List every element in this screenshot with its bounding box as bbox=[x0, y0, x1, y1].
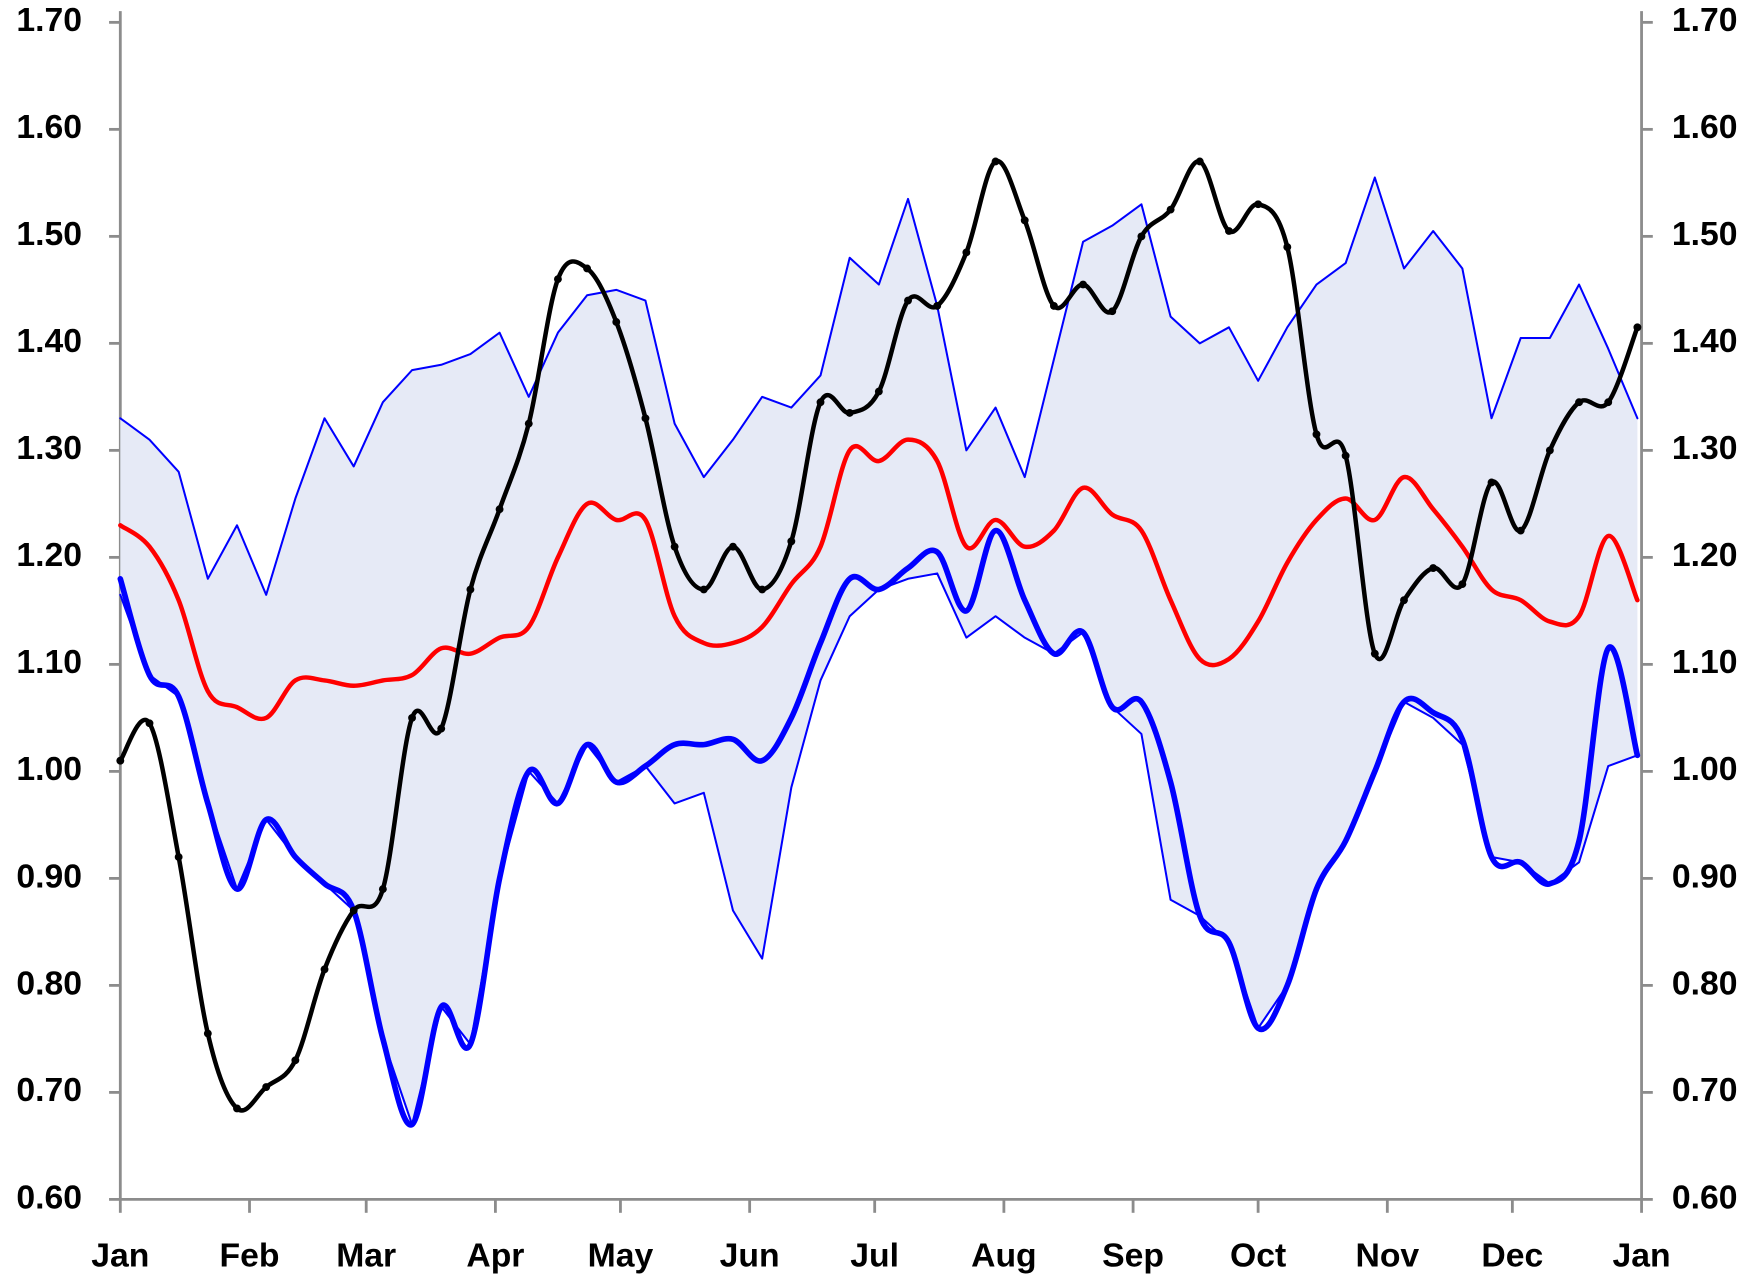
point-marker bbox=[1370, 649, 1379, 658]
point-marker bbox=[1545, 446, 1554, 455]
y-tick-label: 1.70 bbox=[16, 2, 82, 39]
x-tick-label: Aug bbox=[971, 1237, 1037, 1274]
y-tick-label: 1.40 bbox=[16, 323, 82, 360]
y-tick-label: 0.90 bbox=[16, 858, 82, 895]
point-marker bbox=[787, 537, 796, 546]
point-marker bbox=[437, 724, 446, 733]
y2-tick-label: 1.70 bbox=[1672, 2, 1738, 39]
series-line bbox=[119, 176, 1639, 596]
point-marker bbox=[583, 264, 592, 273]
point-marker bbox=[845, 409, 854, 417]
point-marker bbox=[1079, 280, 1088, 289]
point-marker bbox=[291, 1056, 300, 1065]
point-marker bbox=[729, 542, 737, 551]
point-marker bbox=[1312, 430, 1321, 439]
y-tick-label: 1.20 bbox=[16, 537, 82, 574]
point-marker bbox=[1283, 243, 1292, 251]
point-marker bbox=[1225, 227, 1233, 235]
band-fill bbox=[120, 177, 1638, 1125]
point-marker bbox=[1633, 323, 1642, 332]
point-marker bbox=[933, 302, 942, 310]
point-marker bbox=[1195, 157, 1204, 166]
point-marker bbox=[1458, 580, 1467, 589]
y-tick-label: 1.50 bbox=[16, 216, 82, 253]
point-marker bbox=[1341, 451, 1350, 460]
point-marker bbox=[495, 505, 504, 514]
point-marker bbox=[262, 1083, 271, 1091]
y-tick-label: 0.70 bbox=[16, 1072, 82, 1109]
point-marker bbox=[349, 906, 358, 915]
y2-tick-label: 1.40 bbox=[1672, 323, 1738, 360]
x-tick-label: Jan bbox=[1613, 1237, 1671, 1274]
y-tick-label: 0.60 bbox=[16, 1179, 82, 1216]
x-tick-label: Nov bbox=[1355, 1237, 1419, 1274]
y-tick-label: 1.00 bbox=[16, 751, 82, 788]
y2-tick-label: 0.80 bbox=[1672, 965, 1738, 1002]
point-marker bbox=[612, 318, 621, 326]
point-marker bbox=[641, 414, 650, 423]
point-marker bbox=[553, 275, 562, 284]
y2-tick-label: 0.90 bbox=[1672, 858, 1738, 895]
y-tick-label: 1.10 bbox=[16, 644, 82, 681]
point-marker bbox=[874, 387, 883, 396]
point-marker bbox=[962, 248, 971, 257]
point-marker bbox=[320, 965, 329, 974]
point-marker bbox=[116, 756, 125, 765]
point-marker bbox=[1429, 564, 1438, 572]
x-tick-label: Apr bbox=[466, 1237, 524, 1274]
y-tick-label: 1.30 bbox=[16, 430, 82, 467]
y2-tick-label: 0.60 bbox=[1672, 1179, 1738, 1216]
point-marker bbox=[1137, 232, 1146, 241]
point-marker bbox=[1254, 200, 1263, 209]
x-tick-label: Feb bbox=[220, 1237, 280, 1274]
point-marker bbox=[145, 719, 154, 728]
point-marker bbox=[1400, 596, 1408, 605]
y2-tick-label: 1.50 bbox=[1672, 216, 1738, 253]
y-tick-label: 0.80 bbox=[16, 965, 82, 1002]
x-tick-label: Sep bbox=[1102, 1237, 1164, 1274]
x-tick-label: Jan bbox=[91, 1237, 149, 1274]
point-marker bbox=[670, 542, 679, 551]
point-marker bbox=[378, 885, 387, 894]
y2-tick-label: 1.60 bbox=[1672, 109, 1738, 146]
point-marker bbox=[1049, 302, 1058, 310]
point-marker bbox=[1108, 307, 1117, 316]
x-tick-label: Mar bbox=[336, 1237, 396, 1274]
x-tick-label: Jun bbox=[720, 1237, 780, 1274]
series-line bbox=[117, 527, 1641, 1128]
point-marker bbox=[174, 853, 183, 861]
y2-tick-label: 1.30 bbox=[1672, 430, 1738, 467]
point-marker bbox=[1020, 216, 1029, 225]
point-marker bbox=[1166, 205, 1175, 214]
point-marker bbox=[466, 585, 475, 594]
x-tick-label: Oct bbox=[1230, 1237, 1286, 1274]
point-marker bbox=[991, 157, 1000, 166]
point-marker bbox=[233, 1104, 241, 1113]
point-marker bbox=[524, 419, 533, 428]
point-marker bbox=[1575, 398, 1583, 407]
y2-tick-label: 1.00 bbox=[1672, 751, 1738, 788]
y2-tick-label: 1.20 bbox=[1672, 537, 1738, 574]
point-marker bbox=[816, 398, 825, 407]
x-tick-label: May bbox=[588, 1237, 654, 1274]
y2-tick-label: 0.70 bbox=[1672, 1072, 1738, 1109]
y-tick-label: 1.60 bbox=[16, 109, 82, 146]
point-marker bbox=[904, 296, 912, 305]
point-marker bbox=[1516, 526, 1525, 535]
series-line bbox=[118, 437, 1640, 722]
y2-tick-label: 1.10 bbox=[1672, 644, 1738, 681]
point-marker bbox=[1487, 478, 1496, 487]
point-marker bbox=[203, 1029, 212, 1038]
x-tick-label: Jul bbox=[850, 1237, 899, 1274]
point-marker bbox=[408, 713, 416, 722]
x-tick-label: Dec bbox=[1481, 1237, 1543, 1274]
point-marker bbox=[758, 585, 767, 594]
point-marker bbox=[1604, 398, 1613, 407]
point-marker bbox=[699, 585, 708, 594]
